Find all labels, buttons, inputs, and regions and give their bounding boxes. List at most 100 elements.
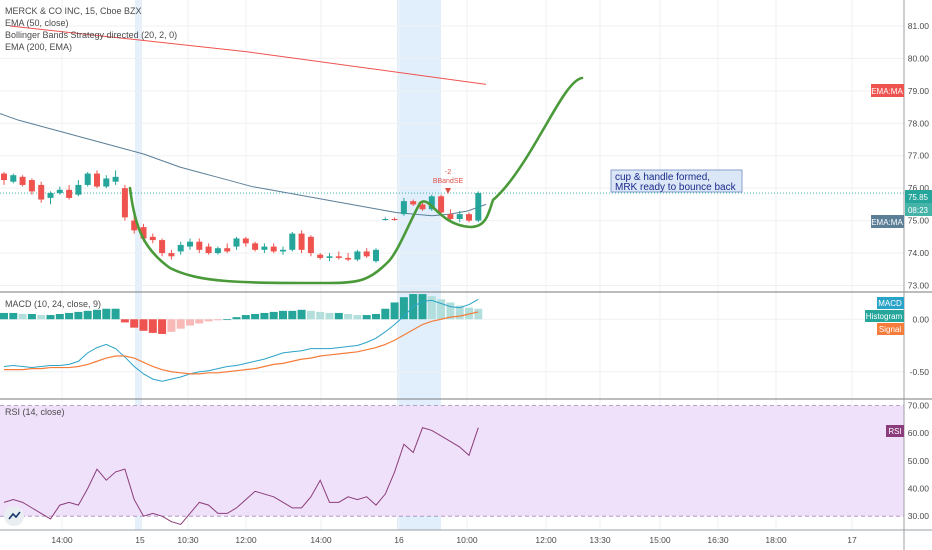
candle[interactable] bbox=[400, 201, 407, 215]
histogram-bar[interactable] bbox=[46, 315, 55, 320]
histogram-bar[interactable] bbox=[176, 319, 185, 329]
histogram-bar[interactable] bbox=[297, 309, 306, 320]
histogram-bar[interactable] bbox=[186, 319, 194, 326]
rsi-title[interactable]: RSI (14, close) bbox=[5, 407, 65, 417]
histogram-bar[interactable] bbox=[148, 319, 157, 333]
candle[interactable] bbox=[121, 188, 128, 218]
symbol-title[interactable]: MERCK & CO INC, 15, Cboe BZX bbox=[5, 6, 142, 16]
candle[interactable] bbox=[159, 240, 166, 254]
histogram-bar[interactable] bbox=[232, 317, 241, 320]
histogram-bar[interactable] bbox=[427, 296, 436, 320]
signal-line[interactable] bbox=[4, 311, 479, 375]
candle[interactable] bbox=[28, 180, 35, 192]
histogram-bar[interactable] bbox=[437, 299, 446, 320]
candle[interactable] bbox=[94, 173, 100, 187]
histogram-bar[interactable] bbox=[27, 314, 36, 320]
candle[interactable] bbox=[56, 189, 63, 194]
candle[interactable] bbox=[214, 248, 221, 254]
histogram-bar[interactable] bbox=[362, 315, 371, 320]
histogram-bar[interactable] bbox=[93, 309, 101, 320]
histogram-bar[interactable] bbox=[288, 310, 297, 320]
candle[interactable] bbox=[326, 256, 333, 258]
candle[interactable] bbox=[447, 214, 454, 219]
candle[interactable] bbox=[10, 175, 17, 182]
histogram-bar[interactable] bbox=[399, 297, 408, 320]
candle[interactable] bbox=[224, 248, 231, 252]
histogram-bar[interactable] bbox=[120, 319, 129, 323]
histogram-bar[interactable] bbox=[279, 310, 287, 320]
candle[interactable] bbox=[382, 219, 389, 220]
candle[interactable] bbox=[307, 236, 314, 254]
candle[interactable] bbox=[345, 257, 352, 260]
candle[interactable] bbox=[38, 184, 45, 200]
histogram-bar[interactable] bbox=[316, 311, 325, 320]
histogram-bar[interactable] bbox=[381, 308, 390, 320]
candle[interactable] bbox=[438, 196, 445, 213]
candle[interactable] bbox=[75, 184, 82, 195]
histogram-bar[interactable] bbox=[204, 319, 213, 322]
candle[interactable] bbox=[140, 227, 147, 239]
candle[interactable] bbox=[317, 254, 324, 258]
macd-line[interactable] bbox=[3, 298, 479, 382]
histogram-bar[interactable] bbox=[74, 311, 83, 320]
histogram-bar[interactable] bbox=[130, 319, 139, 328]
indicator-ema200-label[interactable]: EMA (200, EMA) bbox=[5, 42, 72, 52]
histogram-bar[interactable] bbox=[334, 312, 343, 320]
indicator-ema50-label[interactable]: EMA (50, close) bbox=[5, 18, 69, 28]
histogram-bar[interactable] bbox=[418, 294, 427, 320]
candle[interactable] bbox=[131, 220, 138, 231]
candle[interactable] bbox=[242, 238, 249, 244]
candle[interactable] bbox=[47, 193, 54, 198]
candle[interactable] bbox=[466, 214, 472, 221]
candle[interactable] bbox=[456, 214, 463, 219]
candle[interactable] bbox=[261, 246, 268, 250]
candle[interactable] bbox=[168, 253, 175, 257]
candle[interactable] bbox=[475, 193, 482, 221]
candle[interactable] bbox=[335, 256, 342, 258]
histogram-bar[interactable] bbox=[65, 312, 74, 320]
histogram-bar[interactable] bbox=[83, 310, 92, 320]
candle[interactable] bbox=[270, 246, 277, 252]
candle[interactable] bbox=[373, 249, 379, 262]
candle[interactable] bbox=[205, 246, 212, 254]
histogram-bar[interactable] bbox=[372, 314, 380, 320]
histogram-bar[interactable] bbox=[353, 315, 362, 320]
histogram-bar[interactable] bbox=[446, 302, 455, 320]
macd-title[interactable]: MACD (10, 24, close, 9) bbox=[5, 299, 101, 309]
candle[interactable] bbox=[289, 233, 296, 250]
candle[interactable] bbox=[280, 249, 286, 252]
histogram-bar[interactable] bbox=[344, 314, 353, 320]
candle[interactable] bbox=[187, 241, 193, 247]
histogram-bar[interactable] bbox=[158, 319, 167, 334]
price-panel[interactable] bbox=[0, 25, 904, 285]
histogram-bar[interactable] bbox=[325, 312, 334, 320]
histogram-bar[interactable] bbox=[111, 308, 120, 320]
candle[interactable] bbox=[19, 176, 26, 185]
candle[interactable] bbox=[66, 189, 73, 198]
candle[interactable] bbox=[391, 219, 398, 220]
histogram-bar[interactable] bbox=[213, 319, 222, 321]
histogram-bar[interactable] bbox=[241, 315, 250, 320]
candle[interactable] bbox=[363, 251, 370, 257]
candle[interactable] bbox=[103, 178, 110, 187]
candle[interactable] bbox=[177, 244, 184, 252]
histogram-bar[interactable] bbox=[139, 319, 148, 331]
candle[interactable] bbox=[1, 173, 7, 181]
candle[interactable] bbox=[196, 241, 203, 250]
histogram-bar[interactable] bbox=[0, 312, 8, 320]
histogram-bar[interactable] bbox=[223, 319, 232, 321]
candle[interactable] bbox=[233, 238, 240, 247]
histogram-bar[interactable] bbox=[306, 310, 315, 320]
histogram-bar[interactable] bbox=[260, 312, 269, 320]
histogram-bar[interactable] bbox=[9, 312, 18, 320]
histogram-bar[interactable] bbox=[455, 305, 464, 320]
candle[interactable] bbox=[410, 201, 417, 205]
histogram-bar[interactable] bbox=[269, 311, 278, 320]
histogram-bar[interactable] bbox=[474, 308, 483, 320]
cup-handle-drawing[interactable] bbox=[128, 76, 584, 285]
candle[interactable] bbox=[149, 236, 156, 241]
histogram-bar[interactable] bbox=[18, 314, 27, 320]
annotation-box[interactable] bbox=[610, 169, 743, 193]
histogram-bar[interactable] bbox=[37, 315, 46, 320]
candle[interactable] bbox=[252, 243, 259, 250]
